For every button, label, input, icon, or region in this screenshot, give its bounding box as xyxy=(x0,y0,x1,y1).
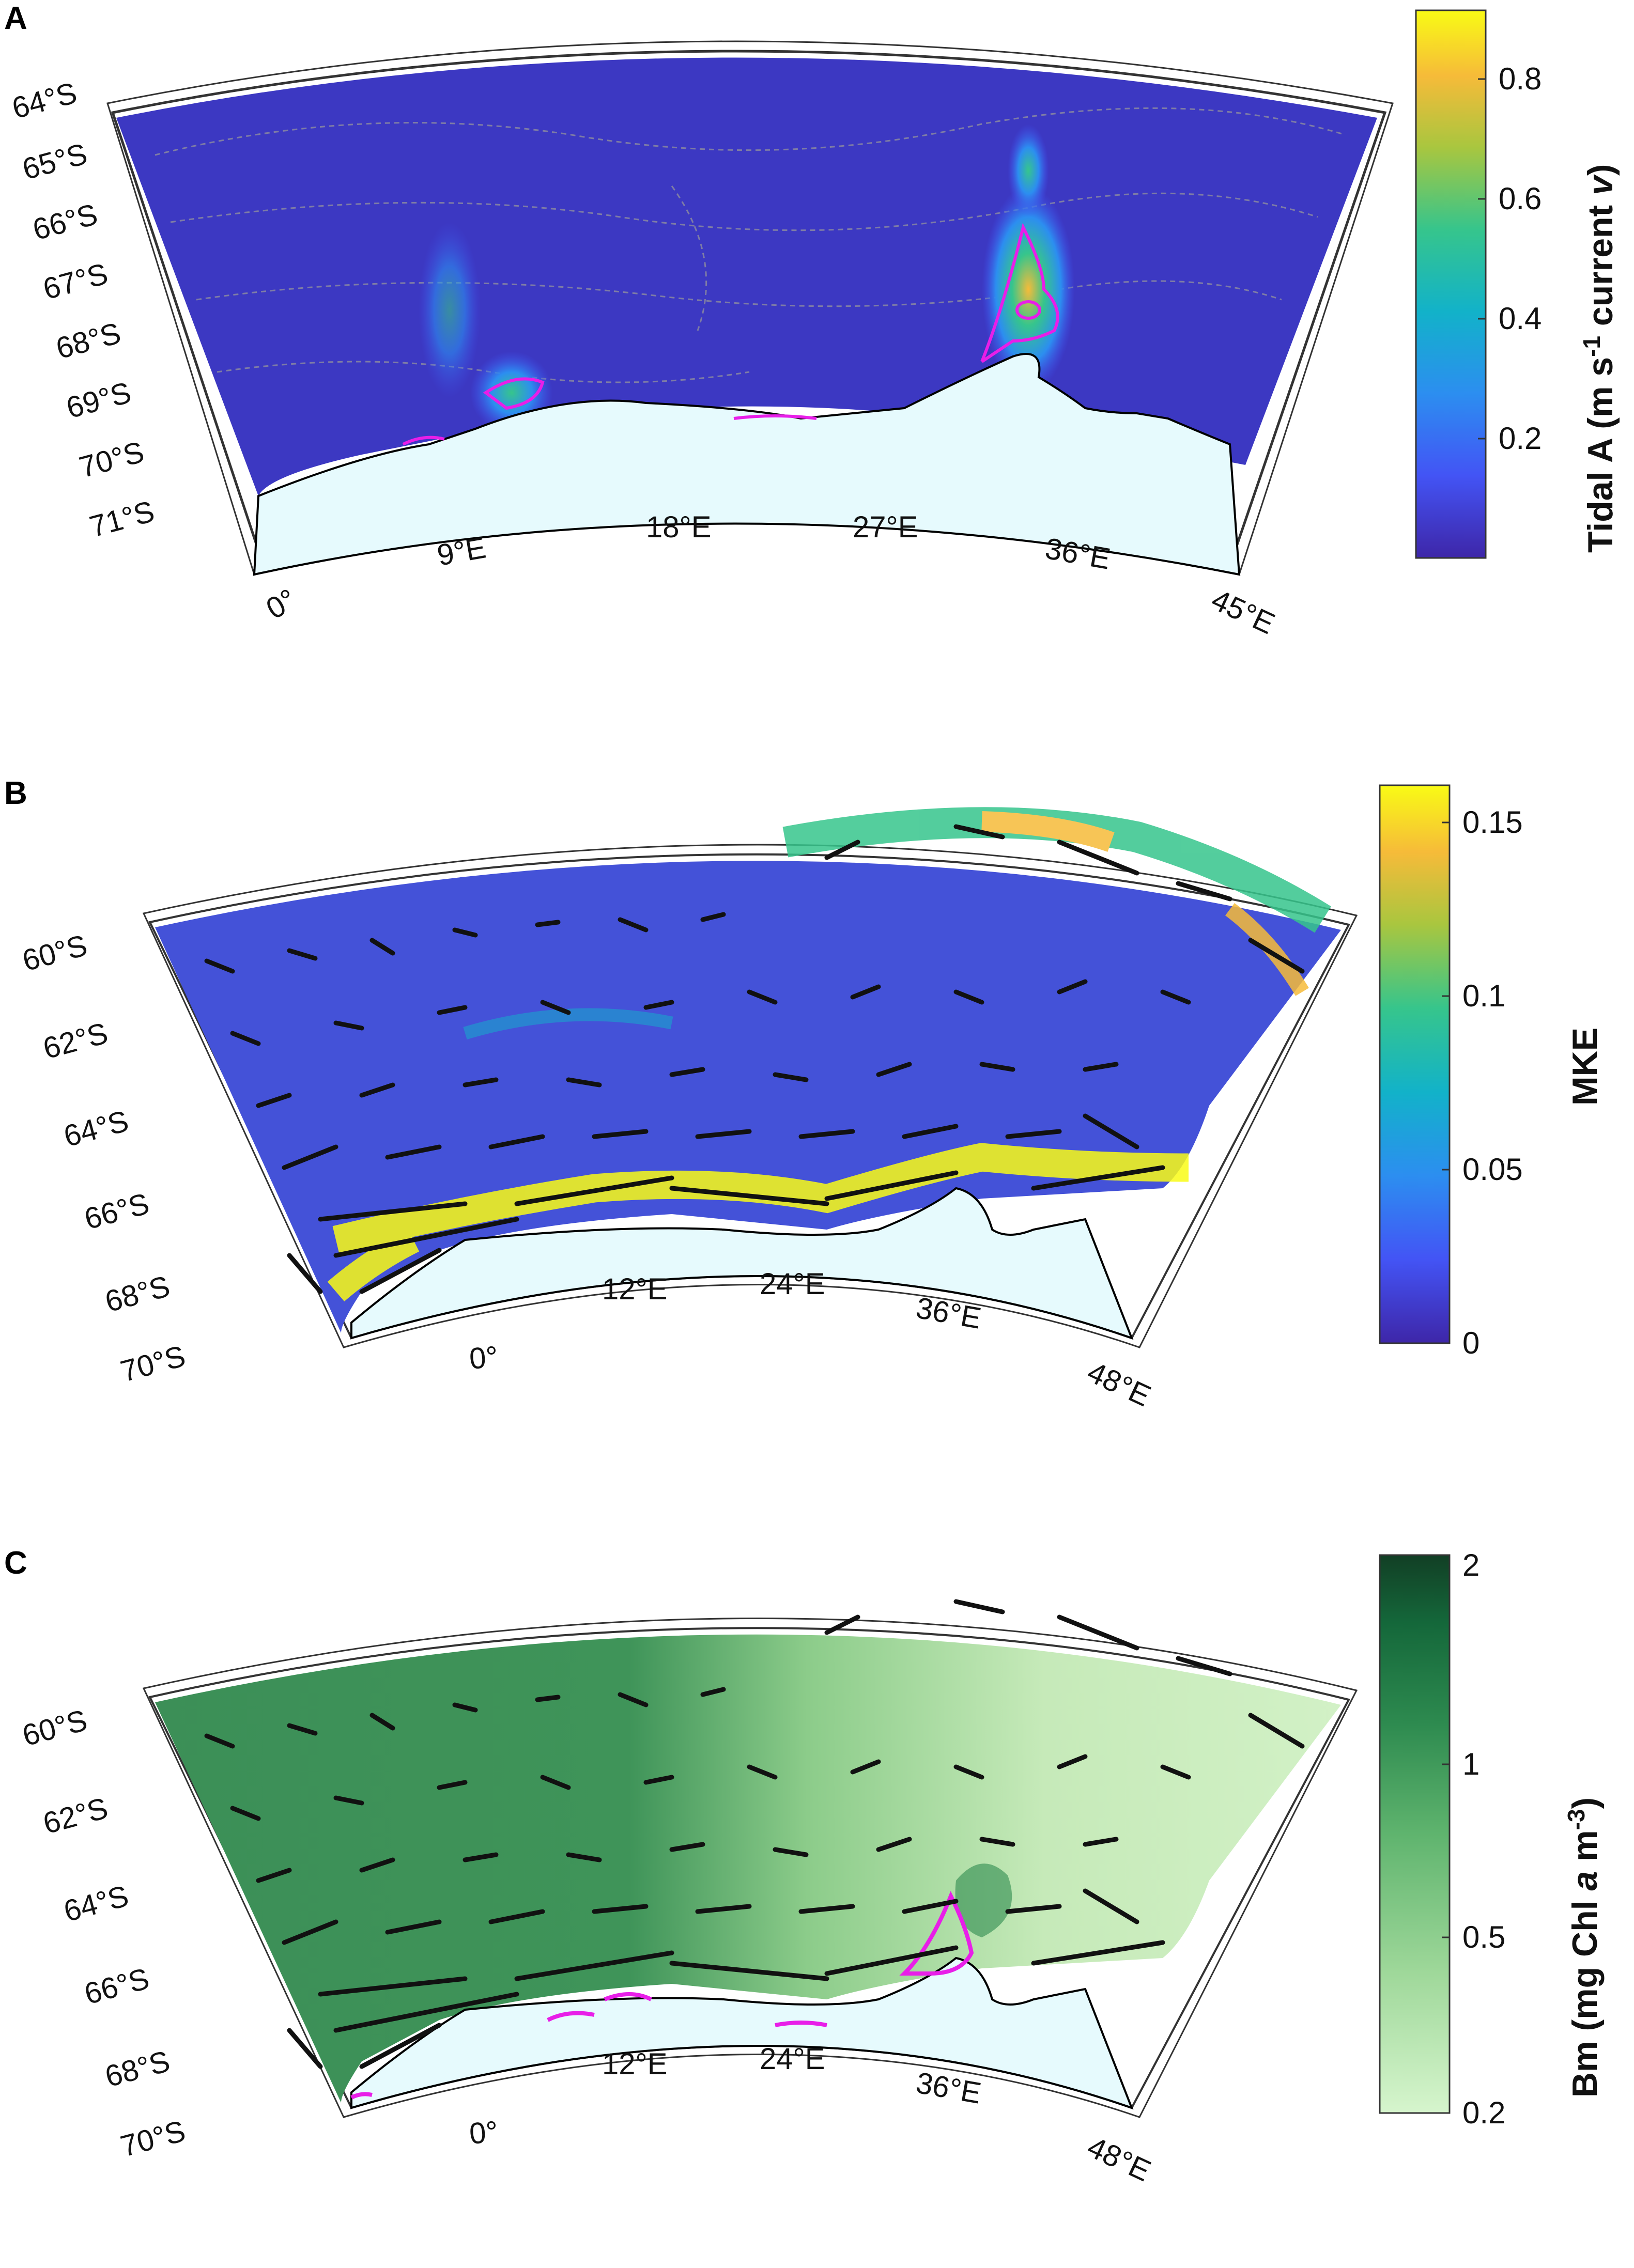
lon-label: 0° xyxy=(468,2115,499,2151)
colorbar-a-tick: 0.8 xyxy=(1499,61,1541,96)
lon-label: 45°E xyxy=(1207,583,1280,641)
land-ice-shelf xyxy=(350,1187,1134,1340)
lat-label: 66°S xyxy=(81,1187,153,1236)
magenta-contours xyxy=(402,223,1059,446)
lat-label: 62°S xyxy=(40,1791,112,1841)
lon-label: 48°E xyxy=(1083,2130,1156,2188)
colorbar-b-tick: 0 xyxy=(1462,1326,1479,1360)
lat-label: 60°S xyxy=(19,928,91,978)
colorbar-a xyxy=(1415,9,1487,559)
panel-b: B xyxy=(0,775,1634,1498)
lat-label: 64°S xyxy=(60,1879,132,1929)
land-ice-shelf xyxy=(253,353,1241,576)
panel-letter-b: B xyxy=(4,775,27,811)
lon-label: 12°E xyxy=(602,2047,667,2081)
lon-label: 9°E xyxy=(435,531,488,572)
colorbar-b-tick: 0.05 xyxy=(1462,1152,1523,1187)
lat-label: 71°S xyxy=(86,494,158,544)
lat-label: 64°S xyxy=(60,1104,132,1154)
current-vectors xyxy=(204,824,1305,1294)
lat-label: 66°S xyxy=(29,197,101,247)
lat-label: 68°S xyxy=(102,1269,174,1319)
lat-label: 70°S xyxy=(76,435,148,485)
lon-label: 0° xyxy=(260,582,302,626)
colorbar-c-tick: 2 xyxy=(1462,1548,1479,1582)
lat-label: 70°S xyxy=(117,1339,189,1389)
lat-labels: 60°S 62°S 64°S 66°S 68°S 70°S xyxy=(19,1703,189,2164)
lon-label: 0° xyxy=(468,1340,499,1376)
colorbar-a-tick: 0.6 xyxy=(1499,181,1541,216)
panel-letter-a: A xyxy=(4,1,27,36)
lat-labels: 64°S 65°S 66°S 67°S 68°S 69°S 70°S 71°S xyxy=(9,76,158,544)
lon-label: 12°E xyxy=(602,1272,667,1306)
colorbar-b-title: MKE xyxy=(1565,1028,1605,1106)
lon-label: 36°E xyxy=(914,2066,984,2110)
map-a: 64°S 65°S 66°S 67°S 68°S 69°S 70°S 71°S … xyxy=(9,9,1620,641)
colorbar-b-tick: 0.1 xyxy=(1462,978,1505,1013)
lon-label: 24°E xyxy=(760,1267,825,1301)
lat-label: 69°S xyxy=(63,376,135,425)
land-ice-shelf xyxy=(350,1956,1134,2110)
lon-label: 27°E xyxy=(853,510,918,544)
lat-label: 62°S xyxy=(40,1016,112,1066)
colorbar-a-ticks xyxy=(1478,78,1486,440)
lat-label: 64°S xyxy=(9,76,81,126)
lon-label: 18°E xyxy=(646,510,711,544)
tidal-hotspot-east xyxy=(982,186,1075,393)
colorbar-a-tick: 0.2 xyxy=(1499,421,1541,456)
lat-label: 60°S xyxy=(19,1703,91,1753)
lat-label: 67°S xyxy=(40,257,112,306)
colorbar-c-tick: 1 xyxy=(1462,1747,1479,1781)
mke-highlights xyxy=(327,807,1331,1301)
colorbar-c xyxy=(1379,1554,1451,2114)
lat-label: 70°S xyxy=(117,2114,189,2164)
lon-label: 36°E xyxy=(914,1291,984,1335)
magenta-contours xyxy=(350,1891,974,2100)
lat-label: 68°S xyxy=(102,2044,174,2094)
chlorophyll-field xyxy=(155,1634,1341,2103)
lat-label: 65°S xyxy=(19,137,91,187)
colorbar-a-title: Tidal A (m s-1 current v) xyxy=(1578,164,1620,553)
colorbar-c-tick: 0.5 xyxy=(1462,1920,1505,1954)
colorbar-b xyxy=(1379,784,1451,1344)
map-b: 60°S 62°S 64°S 66°S 68°S 70°S 0° 12°E 24… xyxy=(19,784,1605,1413)
lat-label: 66°S xyxy=(81,1962,153,2011)
map-c: 60°S 62°S 64°S 66°S 68°S 70°S 0° 12°E 24… xyxy=(19,1548,1605,2188)
current-vectors xyxy=(204,1599,1305,2069)
panel-c: C xyxy=(0,1545,1634,2268)
lon-label: 48°E xyxy=(1083,1355,1156,1413)
lat-label: 68°S xyxy=(53,316,125,366)
lon-label: 24°E xyxy=(760,2042,825,2076)
colorbar-c-tick: 0.2 xyxy=(1462,2095,1505,2130)
colorbar-c-title: Bm (mg Chl a m-3) xyxy=(1563,1797,1605,2098)
lat-labels: 60°S 62°S 64°S 66°S 68°S 70°S xyxy=(19,928,189,1389)
ocean-field xyxy=(116,57,1377,496)
colorbar-b-tick: 0.15 xyxy=(1462,805,1523,840)
panel-a: A xyxy=(0,0,1634,723)
colorbar-a-tick: 0.4 xyxy=(1499,301,1541,336)
panel-letter-c: C xyxy=(4,1545,27,1581)
